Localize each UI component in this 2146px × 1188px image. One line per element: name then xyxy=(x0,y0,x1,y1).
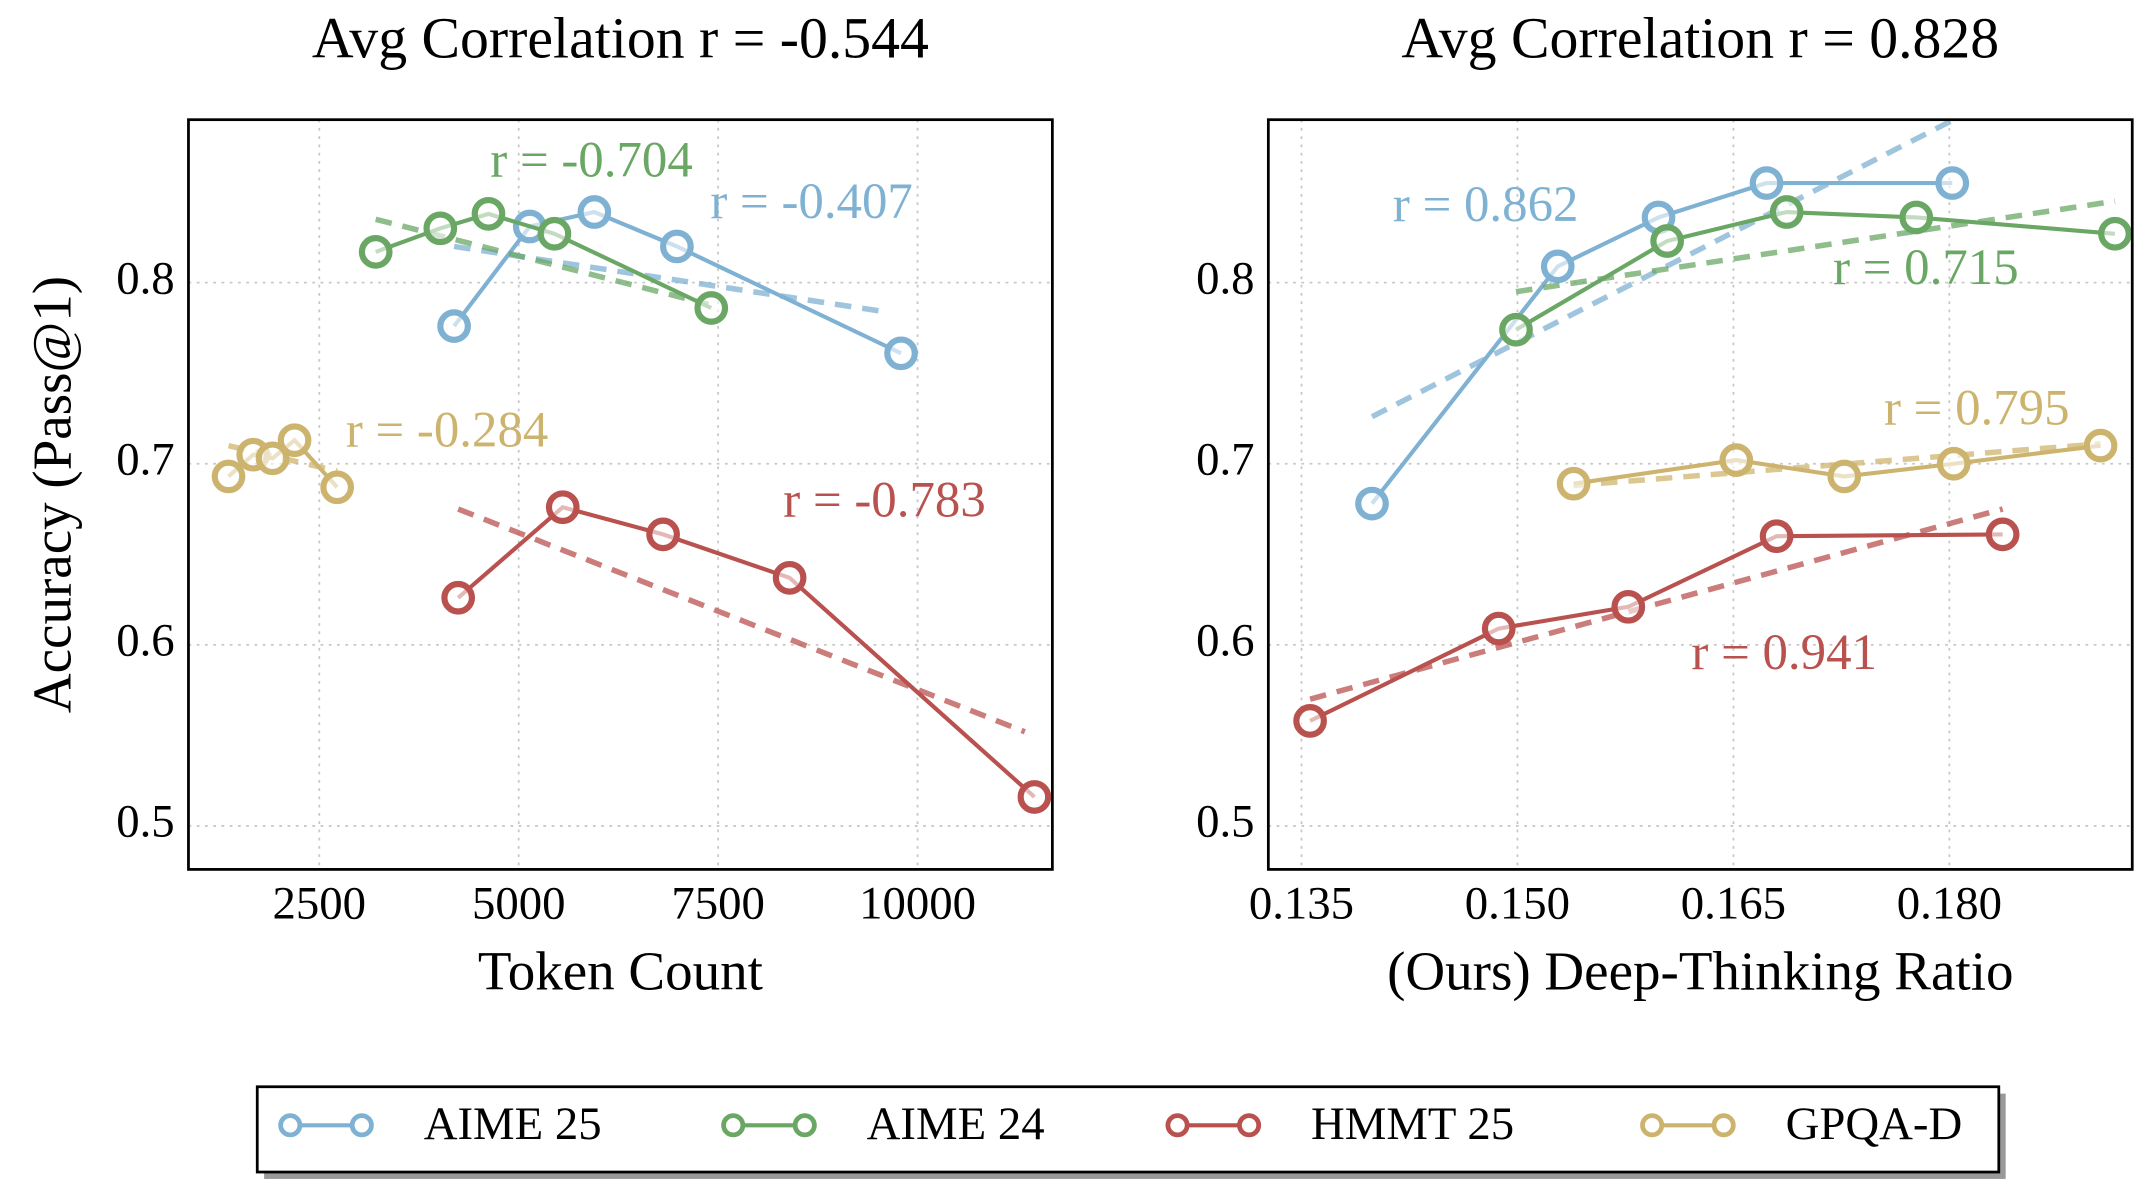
y-tick-label: 0.8 xyxy=(116,252,174,304)
data-point xyxy=(577,195,612,229)
annotation: r = 0.795 xyxy=(1884,380,2070,436)
chart-title: Avg Correlation r = 0.828 xyxy=(1401,7,1999,70)
data-point xyxy=(358,235,393,269)
plot-frame xyxy=(1266,118,2134,871)
trend-line xyxy=(457,506,1026,735)
data-point xyxy=(537,216,572,251)
x-axis-label: (Ours) Deep-Thinking Ratio xyxy=(1387,940,2013,1001)
data-point xyxy=(772,560,807,595)
trend-line xyxy=(1573,441,2101,489)
legend-marker xyxy=(1165,1113,1190,1138)
y-tick-label: 0.7 xyxy=(116,433,174,485)
data-point xyxy=(2098,216,2132,251)
trend-line xyxy=(453,243,885,315)
data-point xyxy=(2083,428,2118,463)
y-tick-label: 0.5 xyxy=(116,796,174,848)
data-point xyxy=(1935,166,1970,200)
x-tick-label: 0.165 xyxy=(1681,878,1786,930)
annotation: r = -0.284 xyxy=(346,402,548,458)
data-point xyxy=(1759,519,1794,554)
data-point xyxy=(1499,312,1533,347)
annotation: r = 0.941 xyxy=(1691,625,1877,681)
legend-marker xyxy=(1640,1113,1665,1138)
x-tick-label: 0.180 xyxy=(1897,878,2002,930)
data-point xyxy=(646,517,680,552)
data-point xyxy=(1719,443,1754,477)
legend-marker xyxy=(721,1113,746,1138)
legend-label: HMMT 25 xyxy=(1311,1098,1514,1150)
series-line xyxy=(456,504,1036,799)
data-point xyxy=(437,309,471,343)
data-point xyxy=(694,291,729,325)
annotation: r = -0.407 xyxy=(710,174,912,230)
data-point xyxy=(1985,517,2020,552)
annotation: r = 0.862 xyxy=(1393,177,1579,233)
data-point xyxy=(1017,780,1052,814)
legend-marker xyxy=(1711,1113,1736,1138)
data-point xyxy=(884,336,918,371)
data-point xyxy=(255,441,290,476)
x-axis-label: Token Count xyxy=(478,940,763,1001)
data-point xyxy=(1540,249,1575,284)
data-point xyxy=(1749,166,1784,200)
data-point xyxy=(1827,459,1862,494)
annotation: r = 0.715 xyxy=(1833,240,2019,296)
y-tick-label: 0.6 xyxy=(1196,615,1254,667)
data-point xyxy=(1481,611,1516,646)
data-point xyxy=(545,490,580,525)
legend-marker xyxy=(792,1113,817,1138)
data-point xyxy=(277,423,312,458)
data-point xyxy=(660,229,694,264)
trend-line xyxy=(1515,198,2116,295)
y-tick-label: 0.7 xyxy=(1196,433,1254,485)
annotation: r = -0.783 xyxy=(783,473,985,529)
legend-marker xyxy=(349,1113,374,1138)
data-point xyxy=(1899,200,1934,235)
x-tick-label: 10000 xyxy=(859,878,976,930)
legend-label: GPQA-D xyxy=(1786,1098,1963,1150)
data-point xyxy=(211,459,246,494)
data-point xyxy=(1650,224,1685,258)
x-tick-label: 2500 xyxy=(273,878,367,930)
y-tick-label: 0.6 xyxy=(116,615,174,667)
data-point xyxy=(1936,446,1971,481)
data-point xyxy=(471,196,506,231)
x-tick-label: 7500 xyxy=(671,878,765,930)
data-point xyxy=(1556,466,1591,501)
data-point xyxy=(423,211,458,246)
data-point xyxy=(441,580,476,615)
series-line xyxy=(1514,209,2116,332)
plot-frame xyxy=(187,118,1054,871)
data-point xyxy=(1611,589,1646,624)
legend xyxy=(255,1085,2001,1174)
legend-marker xyxy=(1237,1113,1262,1138)
annotation: r = -0.704 xyxy=(490,133,692,189)
y-tick-label: 0.5 xyxy=(1196,796,1254,848)
legend-label: AIME 25 xyxy=(424,1098,602,1150)
x-tick-label: 5000 xyxy=(472,878,566,930)
series-line xyxy=(1309,532,2003,723)
data-point xyxy=(320,470,355,505)
y-tick-label: 0.8 xyxy=(1196,252,1254,304)
y-axis-label: Accuracy (Pass@1) xyxy=(21,276,82,713)
x-tick-label: 0.135 xyxy=(1249,878,1354,930)
trend-line xyxy=(1309,506,2004,702)
data-point xyxy=(1355,486,1389,521)
legend-marker xyxy=(278,1113,303,1138)
x-tick-label: 0.150 xyxy=(1465,878,1570,930)
data-point xyxy=(1769,195,1804,229)
chart-title: Avg Correlation r = -0.544 xyxy=(312,7,929,70)
data-point xyxy=(1293,704,1327,738)
legend-label: AIME 24 xyxy=(867,1098,1045,1150)
